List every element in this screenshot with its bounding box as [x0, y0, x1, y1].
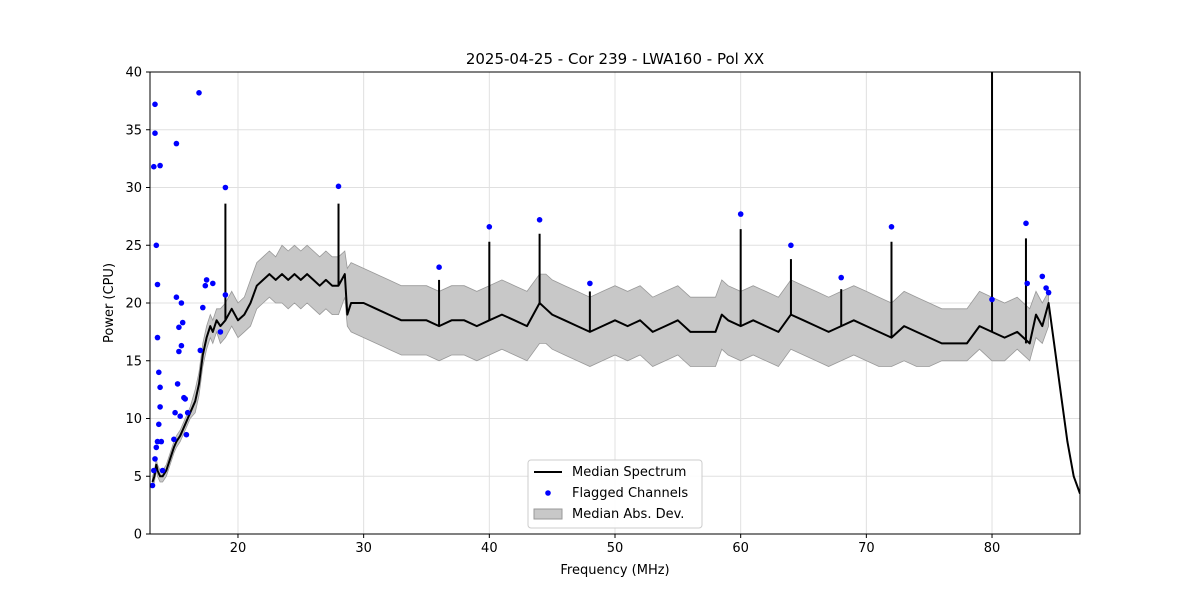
- mad-band: [152, 244, 1049, 488]
- legend-flagged-swatch: [545, 490, 551, 496]
- flagged-point: [173, 294, 180, 301]
- flagged-point: [1024, 280, 1030, 287]
- x-tick-label: 20: [230, 541, 247, 556]
- y-tick-label: 35: [125, 123, 142, 138]
- legend-mad-label: Median Abs. Dev.: [572, 507, 684, 522]
- legend-mad-swatch: [533, 508, 563, 520]
- y-axis-label: Power (CPU): [102, 263, 117, 343]
- flagged-point: [737, 211, 744, 217]
- flagged-point: [178, 342, 185, 349]
- flagged-point: [157, 162, 163, 169]
- flagged-point: [183, 431, 190, 438]
- x-tick-label: 30: [355, 541, 372, 556]
- flagged-point: [173, 140, 180, 147]
- flagged-point: [203, 277, 210, 283]
- y-tick-label: 15: [125, 354, 142, 369]
- flagged-point: [179, 319, 186, 326]
- y-tick-label: 25: [125, 239, 142, 254]
- flagged-point: [152, 456, 158, 462]
- x-tick-label: 50: [607, 541, 624, 556]
- flagged-point: [436, 264, 442, 271]
- flagged-point: [788, 242, 794, 249]
- flagged-point: [587, 280, 593, 287]
- flagged-point: [156, 421, 162, 428]
- legend-box: [527, 459, 703, 529]
- flagged-point: [182, 396, 188, 402]
- x-tick-label: 40: [481, 541, 498, 556]
- flagged-point: [178, 300, 185, 306]
- flagged-point: [174, 381, 181, 387]
- flagged-point: [222, 292, 229, 298]
- flagged-point: [176, 348, 182, 355]
- y-tick-label: 20: [125, 297, 142, 312]
- flagged-point: [171, 436, 177, 443]
- flagged-point: [1039, 273, 1046, 280]
- x-tick-label: 70: [858, 541, 875, 556]
- flagged-point: [154, 281, 161, 288]
- flagged-point: [1023, 220, 1029, 227]
- y-tick-label: 10: [125, 412, 142, 427]
- flagged-point: [157, 384, 163, 391]
- flagged-point: [536, 217, 543, 223]
- flagged-point: [486, 224, 493, 230]
- y-tick-label: 5: [134, 470, 142, 485]
- flagged-point: [152, 101, 158, 108]
- flagged-point: [217, 329, 224, 335]
- flagged-point: [152, 130, 158, 136]
- flagged-point: [176, 324, 182, 331]
- flagged-point: [158, 438, 165, 445]
- flagged-point: [151, 467, 157, 474]
- flagged-point: [172, 409, 178, 416]
- flagged-point: [335, 183, 342, 190]
- flagged-point: [888, 224, 895, 230]
- flagged-point: [838, 274, 844, 281]
- flagged-point: [184, 409, 191, 416]
- flagged-point: [154, 334, 161, 341]
- flagged-point: [156, 369, 162, 376]
- flagged-point: [202, 282, 209, 289]
- flagged-point: [157, 404, 163, 410]
- flagged-point: [196, 90, 202, 96]
- flagged-point: [197, 347, 204, 354]
- x-axis-label: Frequency (MHz): [560, 563, 669, 578]
- flagged-point: [1043, 285, 1049, 291]
- y-tick-label: 30: [125, 181, 142, 196]
- chart-title: 2025-04-25 - Cor 239 - LWA160 - Pol XX: [466, 50, 764, 68]
- flagged-point: [153, 444, 160, 451]
- flagged-point: [150, 482, 156, 489]
- flagged-point: [1045, 289, 1052, 296]
- flagged-point: [989, 296, 995, 303]
- flagged-point: [222, 184, 229, 191]
- flagged-point: [177, 413, 183, 420]
- legend-flagged-label: Flagged Channels: [572, 486, 688, 501]
- legend-median-label: Median Spectrum: [572, 465, 686, 480]
- y-tick-label: 0: [134, 528, 142, 543]
- legend: Median Spectrum Flagged Channels Median …: [527, 459, 703, 529]
- flagged-point: [153, 242, 160, 249]
- flagged-point: [151, 163, 157, 170]
- y-tick-label: 40: [125, 66, 142, 81]
- x-tick-label: 80: [984, 541, 1001, 556]
- x-tick-label: 60: [732, 541, 749, 556]
- flagged-point: [200, 304, 206, 311]
- flagged-point: [159, 467, 166, 474]
- flagged-point: [210, 280, 216, 287]
